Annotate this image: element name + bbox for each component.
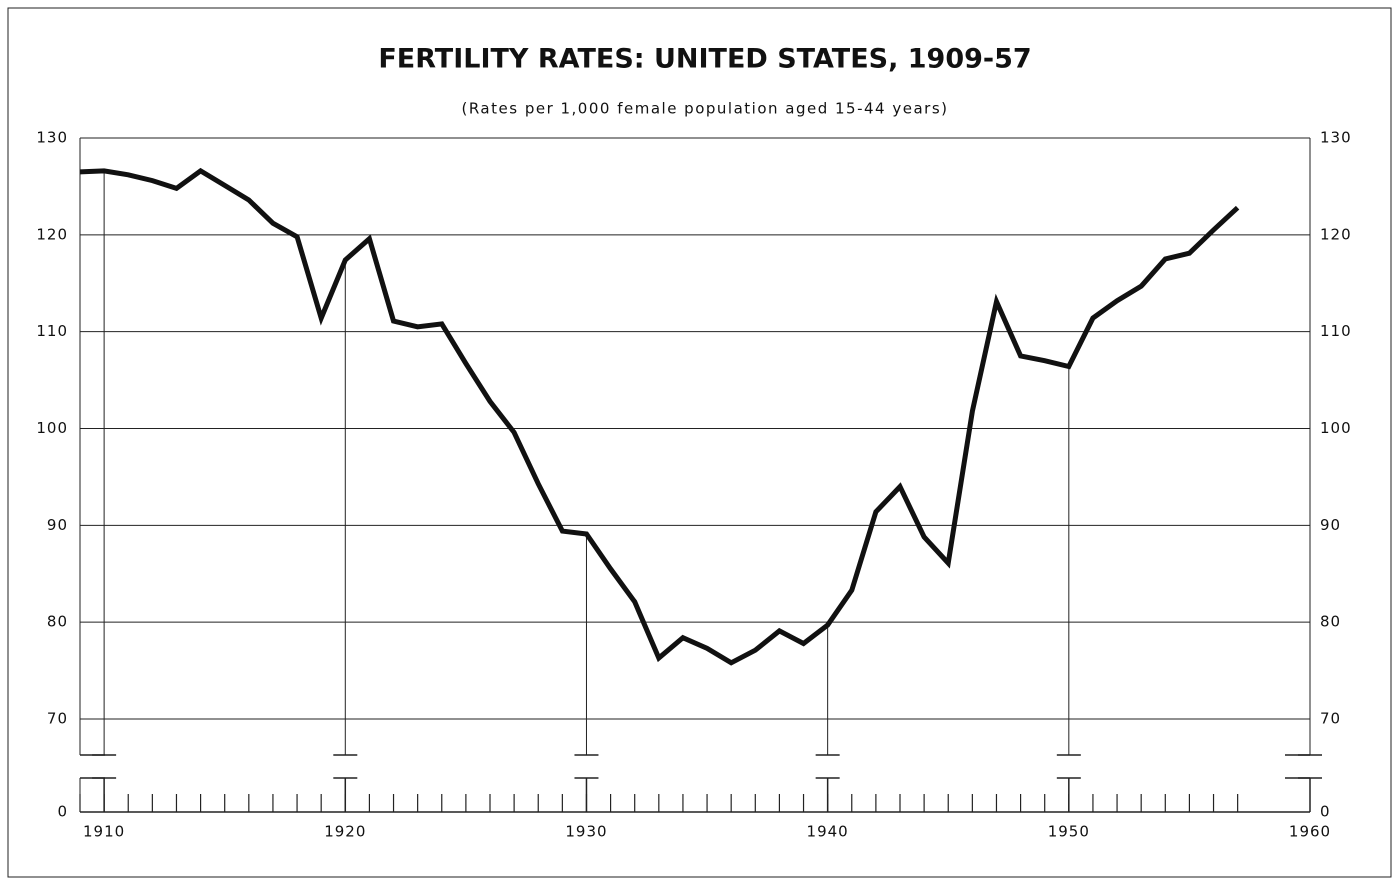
y-tick-label-right: 130 [1320,129,1352,147]
y-tick-label-right: 120 [1320,225,1352,243]
x-tick-label: 1940 [807,823,849,841]
y-tick-label-right: 90 [1320,516,1341,534]
y-tick-label-right: 100 [1320,419,1352,437]
y-tick-label-right: 110 [1320,322,1352,340]
data-line [79,167,1240,666]
y-tick-label-right: 0 [1320,803,1331,821]
y-tick-label: 110 [36,322,68,340]
y-tick-label: 80 [47,613,68,631]
y-tick-label: 90 [47,516,68,534]
y-tick-label-right: 80 [1320,613,1341,631]
y-tick-label: 0 [57,803,68,821]
x-tick-label: 1960 [1289,823,1331,841]
x-tick-label: 1910 [83,823,125,841]
y-tick-label: 130 [36,129,68,147]
y-tick-label-right: 70 [1320,710,1341,728]
x-tick-label: 1930 [565,823,607,841]
chart-title: FERTILITY RATES: UNITED STATES, 1909-57 [378,44,1031,75]
frame [7,7,1392,878]
x-tick-label: 1920 [324,823,366,841]
x-tick-label: 1950 [1048,823,1090,841]
y-tick-label: 120 [36,225,68,243]
chart-subtitle: (Rates per 1,000 female population aged … [461,100,948,118]
y-tick-label: 70 [47,710,68,728]
y-tick-label: 100 [36,419,68,437]
